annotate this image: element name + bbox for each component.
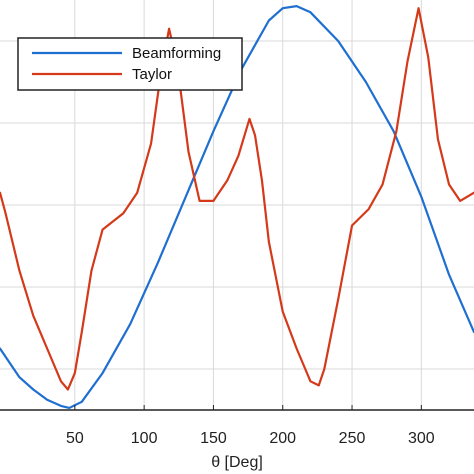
axes: 50 100 150 200 250 300 xyxy=(0,405,474,447)
x-tick-label-3: 200 xyxy=(269,430,296,447)
x-axis-title: θ [Deg] xyxy=(211,454,263,471)
series-line-beamforming xyxy=(0,5,474,410)
series-line-taylor xyxy=(0,7,474,391)
plot-area xyxy=(0,5,474,410)
legend: Beamforming Taylor xyxy=(17,37,243,91)
x-tick-label-4: 250 xyxy=(339,430,366,447)
x-tick-label-2: 150 xyxy=(200,430,227,447)
legend-label-beamforming: Beamforming xyxy=(132,45,221,62)
x-tick-label-1: 100 xyxy=(131,430,158,447)
legend-box xyxy=(17,37,243,91)
legend-label-taylor: Taylor xyxy=(132,66,172,83)
x-tick-label-5: 300 xyxy=(408,430,435,447)
x-tick-label-0: 50 xyxy=(66,430,84,447)
